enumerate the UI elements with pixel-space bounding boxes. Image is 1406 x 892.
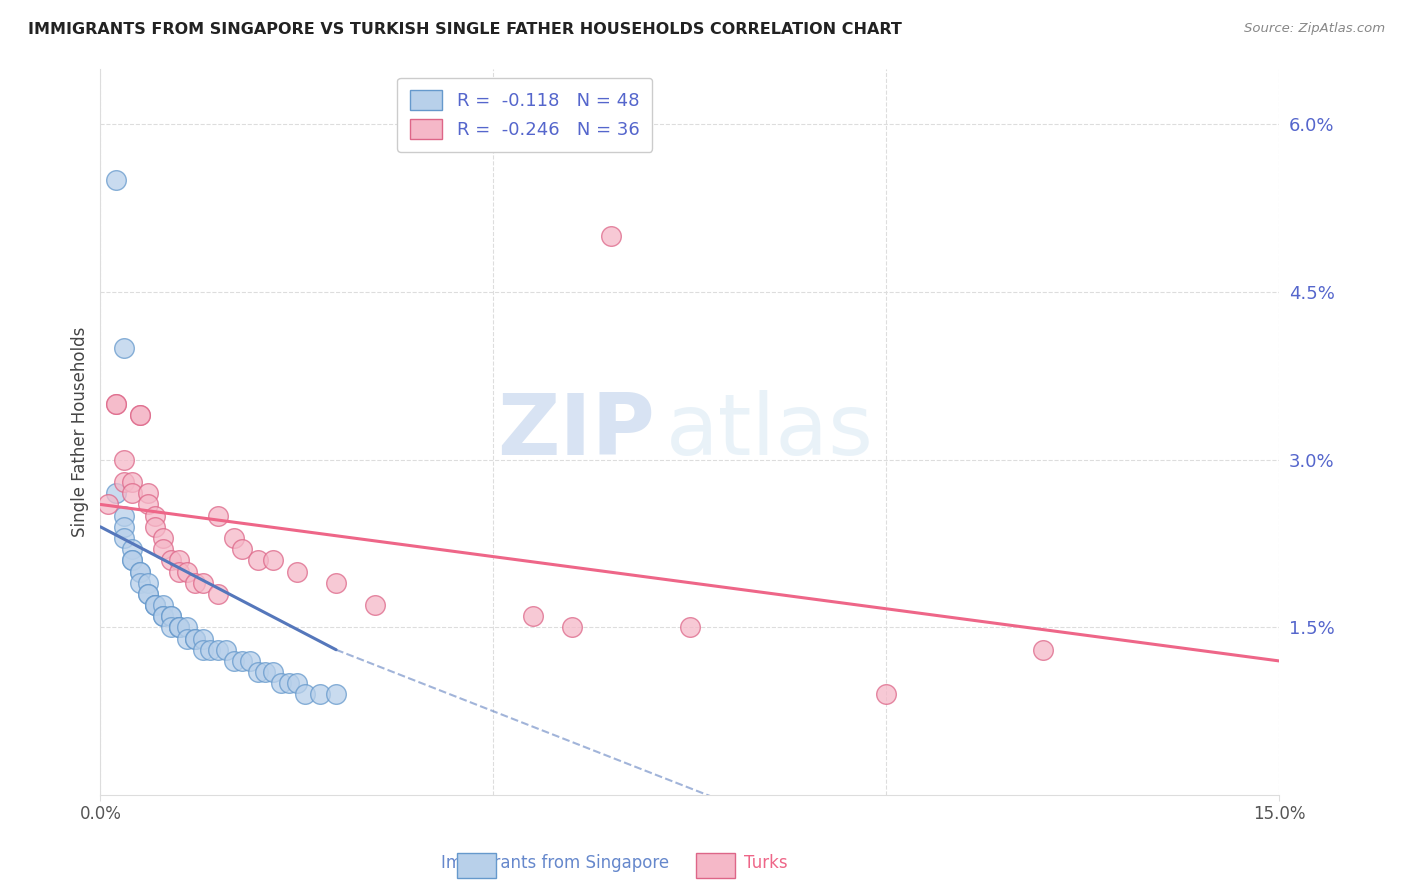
Point [191,575,214,590]
Point [121,475,143,489]
Point [112,452,135,467]
Point [112,520,135,534]
Text: ZIP: ZIP [496,391,654,474]
Point [600,229,623,244]
Point [105,397,128,411]
Point [294,688,316,702]
Point [207,508,229,523]
Text: IMMIGRANTS FROM SINGAPORE VS TURKISH SINGLE FATHER HOUSEHOLDS CORRELATION CHART: IMMIGRANTS FROM SINGAPORE VS TURKISH SIN… [28,22,903,37]
Point [112,475,135,489]
Point [254,665,277,679]
Point [278,676,301,690]
Point [183,632,205,646]
Point [183,575,205,590]
Point [309,688,332,702]
Point [679,620,702,634]
Point [325,688,347,702]
Point [143,508,166,523]
Y-axis label: Single Father Households: Single Father Households [72,326,89,537]
Point [136,498,159,512]
Point [207,587,229,601]
Point [231,542,253,557]
Point [121,486,143,500]
Point [128,565,150,579]
Point [364,598,387,612]
Point [121,553,143,567]
Point [105,397,128,411]
Point [143,598,166,612]
Point [136,575,159,590]
Point [152,598,174,612]
Point [183,632,205,646]
Point [160,620,183,634]
Point [136,587,159,601]
Point [160,609,183,624]
Point [215,642,238,657]
Point [191,632,214,646]
Point [136,587,159,601]
Point [246,665,269,679]
Point [167,620,190,634]
Point [167,620,190,634]
Point [191,642,214,657]
Point [128,565,150,579]
Point [105,486,128,500]
Point [176,620,198,634]
Point [270,676,292,690]
Text: atlas: atlas [666,391,875,474]
Point [231,654,253,668]
Point [143,520,166,534]
Point [143,598,166,612]
Point [160,553,183,567]
Point [167,553,190,567]
Point [222,654,245,668]
Point [136,486,159,500]
Point [246,553,269,567]
Point [128,575,150,590]
Point [167,620,190,634]
Point [875,688,897,702]
Point [285,676,308,690]
Point [128,408,150,422]
Point [1032,642,1054,657]
Point [561,620,583,634]
Text: Turks: Turks [744,855,789,872]
Point [105,173,128,187]
Point [112,508,135,523]
Point [121,553,143,567]
Point [325,575,347,590]
Point [143,598,166,612]
Point [522,609,544,624]
Point [152,542,174,557]
Point [285,565,308,579]
Point [176,632,198,646]
Point [200,642,222,657]
Text: Immigrants from Singapore: Immigrants from Singapore [441,855,669,872]
Point [128,408,150,422]
Point [239,654,262,668]
Point [222,531,245,545]
Point [121,542,143,557]
Point [112,341,135,355]
Point [176,565,198,579]
Legend: R =  -0.118   N = 48, R =  -0.246   N = 36: R = -0.118 N = 48, R = -0.246 N = 36 [398,78,652,152]
Point [152,531,174,545]
Point [262,665,284,679]
Point [112,531,135,545]
Point [152,609,174,624]
Point [97,498,120,512]
Point [167,565,190,579]
Point [152,609,174,624]
Point [262,553,284,567]
Point [207,642,229,657]
Text: Source: ZipAtlas.com: Source: ZipAtlas.com [1244,22,1385,36]
Point [160,609,183,624]
